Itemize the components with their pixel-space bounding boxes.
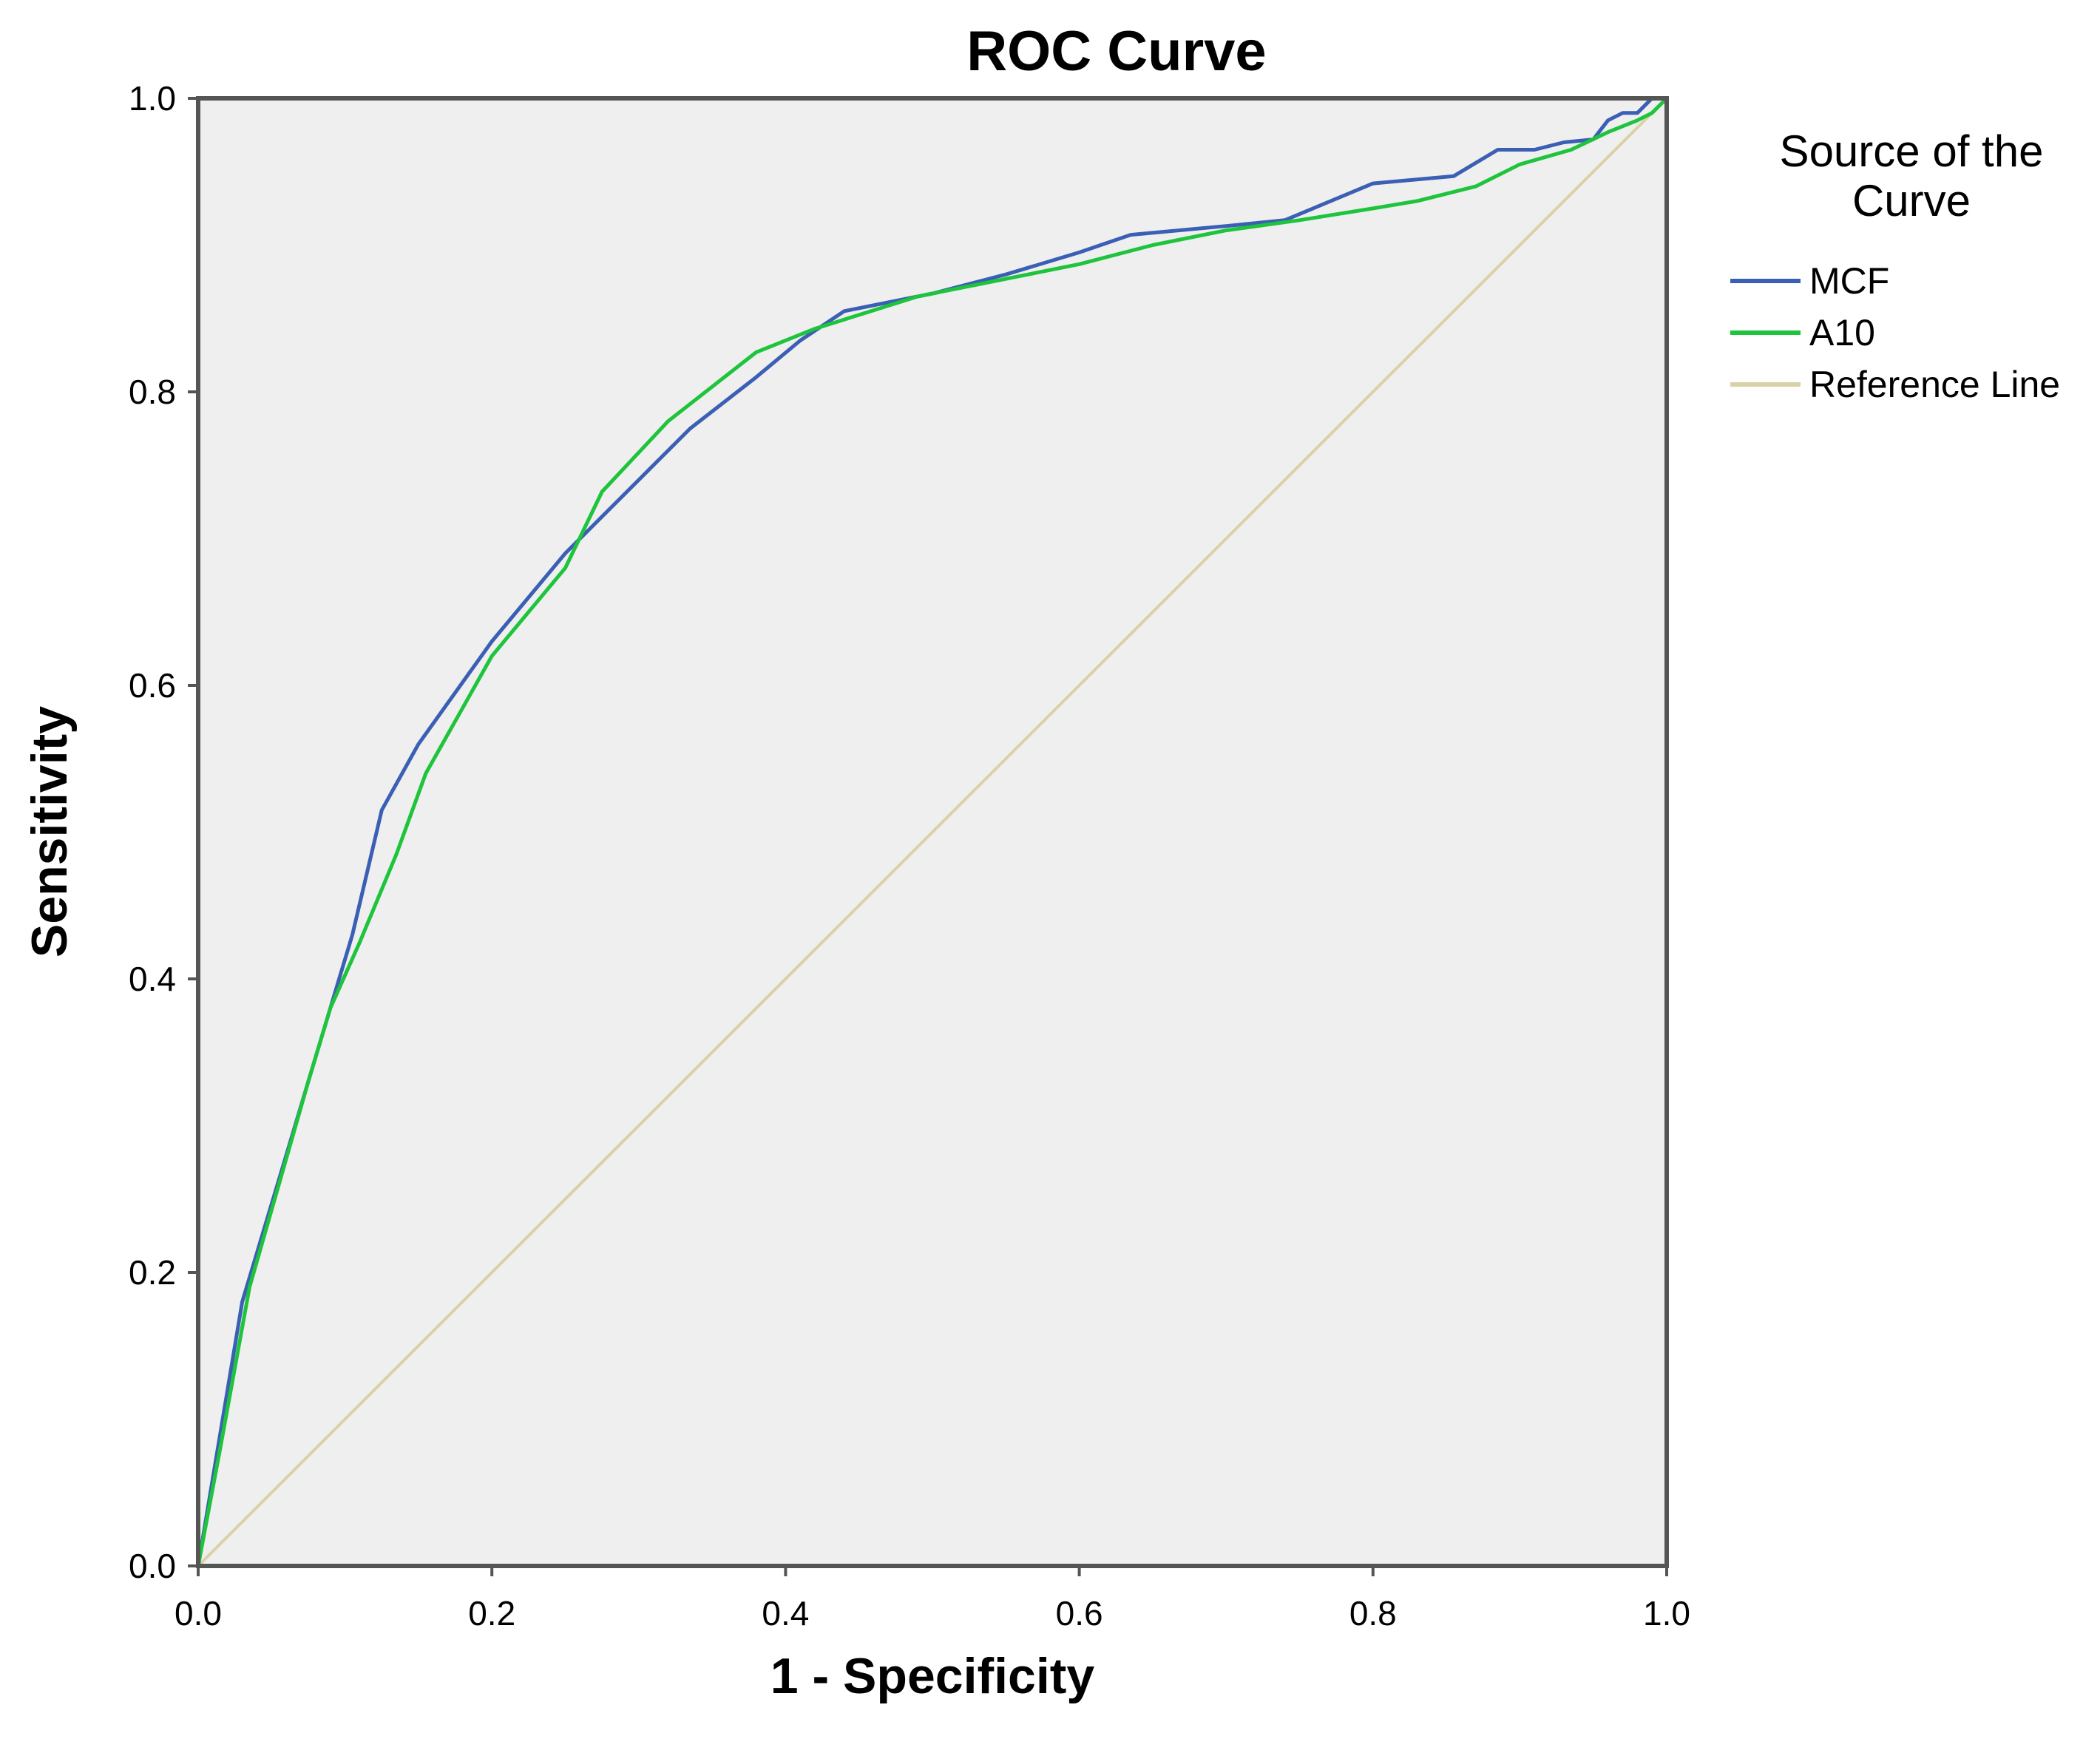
series-line-reference-line [197, 97, 1668, 1567]
plot-area-frame [196, 96, 1669, 1568]
legend: Source of the Curve MCF A10 Reference Line [1730, 126, 2060, 405]
x-tick-label: 0.2 [468, 1594, 515, 1632]
y-tick-label: 0.6 [129, 666, 176, 705]
y-axis-title: Sensitivity [21, 706, 78, 957]
legend-label-reference-line: Reference Line [1809, 364, 2060, 405]
x-tick-label: 0.4 [762, 1594, 809, 1632]
x-tick-label: 0.6 [1056, 1594, 1103, 1632]
x-tick-label: 1.0 [1643, 1594, 1690, 1632]
legend-items: MCF A10 Reference Line [1730, 260, 2060, 405]
series-layer [196, 96, 1668, 1567]
chart-title: ROC Curve [966, 20, 1266, 83]
y-tick-label: 0.0 [129, 1547, 176, 1585]
y-tick-label: 0.4 [129, 960, 176, 998]
series-line-a10 [196, 97, 1668, 1567]
x-tick-label: 0.8 [1349, 1594, 1397, 1632]
legend-label-mcf: MCF [1809, 260, 1889, 302]
x-tick-label: 0.0 [175, 1594, 222, 1632]
ticks-layer: 0.0 0.2 0.4 0.6 0.8 1.0 0.0 0.2 0.4 0.6 0.8 1.0 [129, 79, 1690, 1632]
y-tick-label: 0.8 [129, 373, 176, 411]
legend-label-a10: A10 [1809, 312, 1875, 353]
legend-title-line-2: Curve [1852, 176, 1971, 226]
x-axis-title: 1 - Specificity [770, 1648, 1095, 1704]
y-tick-label: 0.2 [129, 1253, 176, 1292]
legend-title-line-1: Source of the [1780, 126, 2044, 176]
y-tick-label: 1.0 [129, 79, 176, 118]
